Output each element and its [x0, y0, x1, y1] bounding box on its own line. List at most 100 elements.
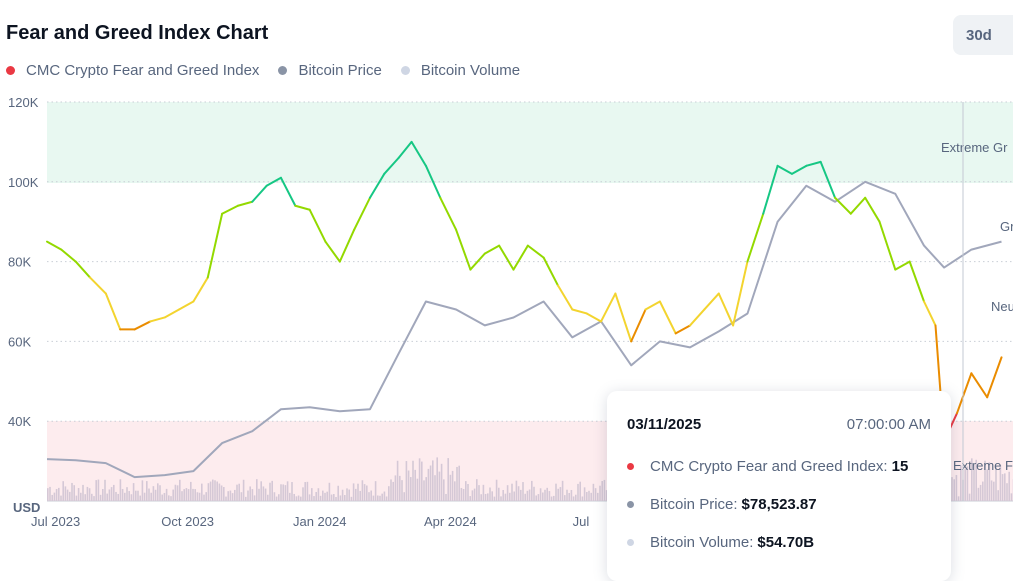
- volume-bar: [87, 487, 89, 501]
- volume-bar: [997, 490, 999, 501]
- fear-greed-segment: [106, 294, 120, 330]
- x-tick-label: Apr 2024: [424, 514, 477, 529]
- y-tick-label: 80K: [8, 255, 31, 270]
- volume-bar: [564, 495, 566, 501]
- volume-bar: [307, 482, 309, 501]
- volume-bar: [311, 488, 313, 501]
- volume-bar: [80, 493, 82, 501]
- volume-bar: [483, 485, 485, 501]
- volume-bar: [285, 485, 287, 501]
- volume-bar: [953, 479, 955, 501]
- fear-greed-segment: [987, 357, 1001, 397]
- volume-bar: [291, 482, 293, 501]
- fear-greed-segment: [631, 309, 645, 341]
- tooltip-index-label: CMC Crypto Fear and Greed Index:: [650, 458, 888, 475]
- volume-bar: [401, 480, 403, 501]
- volume-bar: [199, 493, 201, 501]
- volume-bar: [491, 491, 493, 501]
- volume-bar: [597, 493, 599, 501]
- chart-tooltip: 03/11/2025 07:00:00 AM CMC Crypto Fear a…: [607, 391, 951, 581]
- volume-bar: [172, 490, 174, 501]
- volume-bar: [414, 470, 416, 501]
- x-tick-label: Jul 2023: [31, 514, 80, 529]
- volume-bar: [181, 491, 183, 501]
- fear-greed-segment: [150, 317, 164, 321]
- volume-bar: [529, 489, 531, 501]
- volume-bar: [986, 469, 988, 501]
- volume-bar: [507, 485, 509, 501]
- volume-bar: [566, 490, 568, 501]
- volume-bar: [324, 493, 326, 501]
- volume-bar: [148, 489, 150, 501]
- volume-bar: [241, 492, 243, 501]
- fear-greed-segment: [865, 198, 879, 222]
- fear-greed-segment: [747, 214, 763, 262]
- volume-bar: [120, 479, 122, 501]
- volume-bar: [98, 480, 100, 501]
- volume-bar: [73, 485, 75, 501]
- volume-bar: [260, 481, 262, 501]
- volume-bar: [423, 480, 425, 501]
- tooltip-dot-price: [627, 501, 634, 508]
- volume-bar: [384, 492, 386, 501]
- fear-greed-segment: [179, 302, 193, 310]
- volume-bar: [157, 483, 159, 501]
- fear-greed-segment: [340, 230, 354, 262]
- volume-bar: [958, 496, 960, 501]
- volume-bar: [392, 482, 394, 501]
- fear-greed-segment: [90, 278, 106, 294]
- volume-bar: [485, 494, 487, 501]
- y-tick-label: 100K: [8, 175, 39, 190]
- volume-bar: [274, 492, 276, 501]
- volume-bar: [190, 482, 192, 501]
- zone-label-extreme-greed: Extreme Gr: [941, 140, 1008, 155]
- volume-bar: [586, 492, 588, 501]
- fear-greed-segment: [690, 309, 704, 325]
- fear-greed-segment: [835, 198, 851, 214]
- fear-greed-segment: [208, 214, 222, 278]
- volume-bar: [194, 489, 196, 501]
- volume-bar: [188, 489, 190, 501]
- volume-bar: [346, 488, 348, 501]
- volume-bar: [322, 491, 324, 501]
- volume-bar: [419, 458, 421, 501]
- volume-bar: [535, 495, 537, 501]
- volume-bar: [513, 492, 515, 501]
- volume-bar: [89, 488, 91, 501]
- volume-bar: [505, 494, 507, 501]
- zone-label-extreme-fear: Extreme F: [953, 458, 1013, 473]
- volume-bar: [153, 486, 155, 501]
- volume-bar: [500, 496, 502, 501]
- volume-bar: [1002, 474, 1004, 501]
- tooltip-price-value: $78,523.87: [742, 496, 817, 513]
- volume-bar: [993, 482, 995, 501]
- fear-greed-segment: [910, 262, 924, 302]
- volume-bar: [582, 496, 584, 501]
- volume-bar: [590, 493, 592, 501]
- volume-bar: [573, 496, 575, 501]
- fear-greed-segment: [440, 198, 456, 230]
- volume-bar: [533, 487, 535, 501]
- volume-bar: [951, 477, 953, 501]
- volume-bar: [538, 494, 540, 501]
- volume-bar: [568, 493, 570, 501]
- volume-bar: [498, 488, 500, 501]
- fear-greed-segment: [615, 294, 631, 342]
- volume-bar: [159, 485, 161, 501]
- volume-bar: [366, 485, 368, 501]
- fear-greed-segment: [47, 242, 61, 250]
- zone-label-neutral: Neu: [991, 299, 1013, 314]
- volume-bar: [496, 480, 498, 501]
- volume-bar: [175, 485, 177, 501]
- volume-bar: [318, 488, 320, 501]
- volume-bar: [432, 460, 434, 501]
- volume-bar: [278, 494, 280, 501]
- fear-greed-segment: [971, 373, 987, 397]
- volume-bar: [225, 497, 227, 501]
- fear-greed-segment: [193, 278, 207, 302]
- x-tick-label: Jul: [573, 514, 590, 529]
- volume-bar: [210, 482, 212, 501]
- volume-bar: [441, 464, 443, 501]
- fear-greed-segment: [880, 222, 896, 270]
